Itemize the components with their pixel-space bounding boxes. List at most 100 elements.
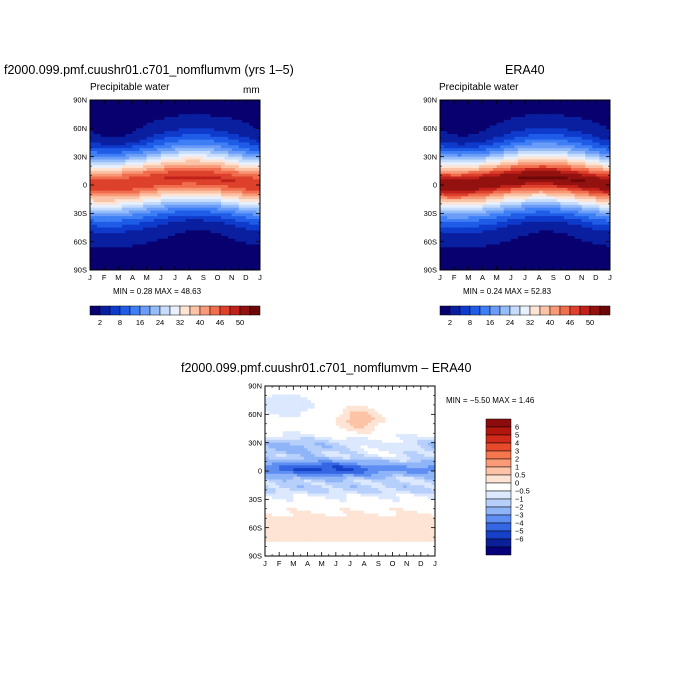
panel1-cell <box>238 241 243 246</box>
panel1-cell <box>175 227 180 231</box>
panel1-cell <box>231 182 236 186</box>
panel1-cell <box>160 236 165 240</box>
panel1-cell <box>125 244 130 248</box>
panel2-cell <box>464 182 469 186</box>
panel2-cell <box>521 168 526 172</box>
panel2-cell <box>535 204 540 209</box>
panel2-cell <box>471 162 477 166</box>
panel1-cell <box>185 131 190 135</box>
panel2-cell <box>549 185 554 189</box>
panel1-cell <box>167 151 173 155</box>
panel1-cell <box>203 142 208 146</box>
panel2-cell <box>599 165 604 169</box>
panel2-cell <box>475 139 480 144</box>
panel2-cell <box>521 136 526 141</box>
panel1-cell <box>199 173 204 178</box>
panel1-cell <box>192 139 197 144</box>
panel1-cell <box>213 125 219 129</box>
panel2-cell <box>606 119 610 124</box>
panel2-cell <box>493 105 498 110</box>
panel1-cell <box>160 117 165 121</box>
panel1-cell <box>146 134 151 138</box>
panel1-cell <box>164 233 169 237</box>
panel2-cell <box>521 100 526 104</box>
panel2-cell <box>468 199 473 203</box>
panel1-cell <box>171 244 176 248</box>
panel2-cell <box>581 145 586 149</box>
panel2-cell <box>482 128 487 132</box>
panel2-cell <box>574 145 579 149</box>
panel2-cell <box>443 100 448 104</box>
panel1-cell <box>132 221 137 226</box>
panel2-cell <box>602 111 608 115</box>
panel2-cell <box>486 168 491 172</box>
panel1-cell <box>111 145 116 149</box>
panel1-cell <box>245 219 250 223</box>
panel2-cell <box>503 162 508 166</box>
panel2-cell <box>532 122 537 127</box>
panel2-cell <box>500 128 505 132</box>
panel2-cell <box>592 207 597 212</box>
panel1-cell <box>185 187 190 192</box>
panel1-cell <box>104 253 109 257</box>
panel1-cell <box>157 156 162 161</box>
panel1-cell <box>143 258 148 263</box>
panel2-cell <box>510 111 515 115</box>
panel1-cell <box>136 102 141 107</box>
panel2-cell <box>599 170 604 175</box>
panel1-cell <box>189 153 194 158</box>
panel1-cell <box>182 151 187 155</box>
panel2-cell <box>574 119 579 124</box>
panel1-cell <box>121 190 127 195</box>
panel1-cell <box>175 236 180 240</box>
panel2-cell <box>574 190 579 195</box>
panel2-cell <box>500 122 505 127</box>
panel1-cell <box>178 173 183 178</box>
panel1-cell <box>203 159 208 163</box>
panel1-cell <box>217 153 222 158</box>
panel1-cell <box>139 216 144 220</box>
panel2-cell <box>602 128 608 132</box>
panel1-cell <box>90 196 95 200</box>
panel1-cell <box>228 122 233 127</box>
panel1-cell <box>217 142 222 146</box>
panel2-cell <box>471 111 477 115</box>
panel2-cell <box>468 179 473 183</box>
panel1-cell <box>125 185 130 189</box>
panel2-cell <box>496 125 501 129</box>
panel2-cell <box>574 111 579 115</box>
panel2-cell <box>464 170 469 175</box>
panel2-cell <box>563 193 569 197</box>
panel1-cell <box>242 176 247 180</box>
panel1-cell <box>242 165 247 169</box>
panel1-cell <box>196 102 201 107</box>
panel1-cell <box>231 267 236 270</box>
panel2-cell <box>503 173 508 178</box>
panel1-cell <box>136 117 141 121</box>
panel1-cell <box>139 173 144 178</box>
panel1-cell <box>97 125 102 129</box>
panel2-cell <box>567 185 572 189</box>
panel1-cell <box>217 204 222 209</box>
panel1-cell <box>111 151 116 155</box>
panel2-cell <box>510 125 515 129</box>
panel2-cell <box>581 108 586 112</box>
panel1-cell <box>178 105 183 110</box>
panel2-cell <box>556 145 562 149</box>
panel1-cell <box>256 207 260 212</box>
panel1-cell <box>171 100 176 104</box>
panel1-cell <box>252 244 258 248</box>
panel2-cell <box>574 102 579 107</box>
panel2-cell <box>578 117 583 121</box>
panel1-cell <box>206 221 212 226</box>
panel2-cell <box>574 168 579 172</box>
panel1-cell <box>238 187 243 192</box>
panel1-cell <box>178 238 183 243</box>
panel2-cell <box>482 105 487 110</box>
panel1-cell <box>199 241 204 246</box>
panel1-cell <box>175 253 180 257</box>
panel1-cell <box>249 100 254 104</box>
panel1-cell <box>167 145 173 149</box>
panel1-cell <box>114 258 119 263</box>
panel2-cell <box>493 159 498 163</box>
